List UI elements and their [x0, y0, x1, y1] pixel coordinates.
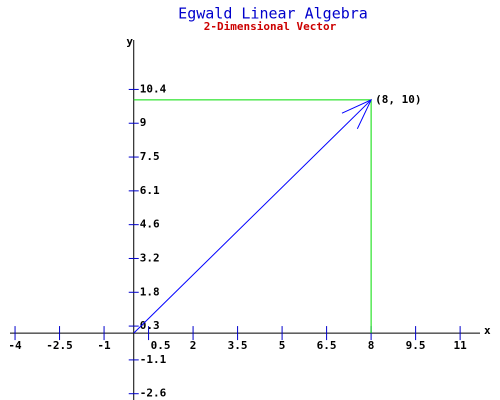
x-tick-label: 8 [368, 339, 375, 352]
x-tick-label: 11 [453, 339, 467, 352]
vector [133, 99, 372, 334]
y-tick-label: 10.4 [140, 82, 167, 95]
x-tick-label: -4 [8, 339, 22, 352]
y-tick-label: 4.6 [140, 218, 160, 231]
y-tick-label: 9 [140, 116, 147, 129]
vector-label: (8, 10) [375, 93, 421, 106]
chart-title: Egwald Linear Algebra [178, 5, 368, 23]
x-tick-label: 5 [279, 339, 286, 352]
y-tick-label: -1.1 [140, 353, 167, 366]
x-tick-label: 0.5 [151, 339, 171, 352]
arrow-head [341, 98, 373, 130]
y-tick-label: 3.2 [140, 251, 160, 264]
y-axis-label: y [126, 35, 133, 48]
y-tick-label: 7.5 [140, 150, 160, 163]
x-tick-label: 9.5 [406, 339, 426, 352]
x-tick-label: -2.5 [46, 339, 73, 352]
y-tick-label: -2.6 [140, 387, 167, 400]
x-tick-label: 3.5 [228, 339, 248, 352]
x-axis-label: x [484, 324, 491, 337]
y-tick-label: 0.3 [140, 319, 160, 332]
y-tick-label: 1.8 [140, 285, 160, 298]
x-tick-label: 6.5 [317, 339, 337, 352]
x-tick-label: 2 [190, 339, 197, 352]
x-tick-label: -1 [97, 339, 111, 352]
y-tick-label: 6.1 [140, 184, 160, 197]
chart-subtitle: 2-Dimensional Vector [204, 20, 337, 33]
